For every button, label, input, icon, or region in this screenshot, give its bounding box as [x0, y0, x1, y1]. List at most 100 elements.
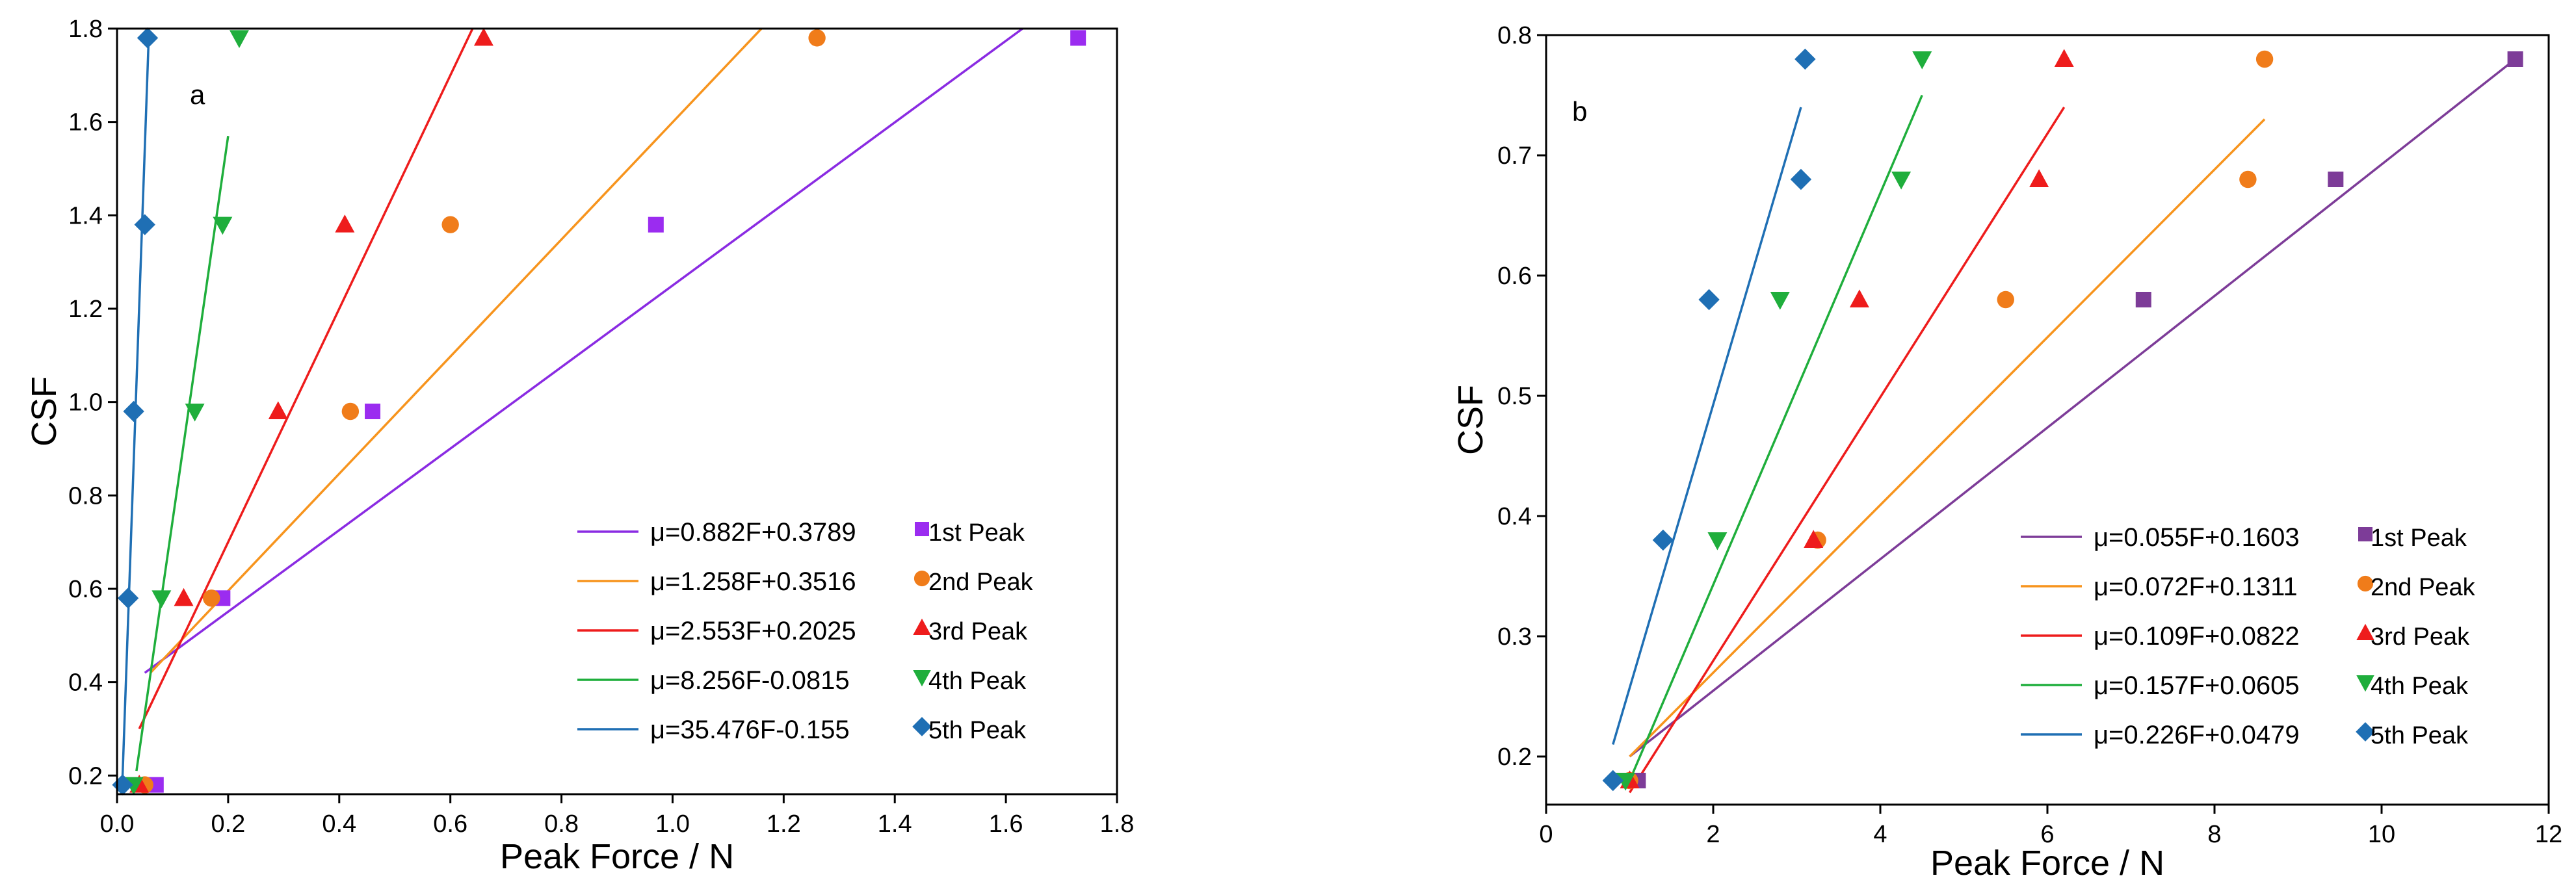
data-point-series-2 — [1997, 291, 2014, 309]
plot-frame — [116, 27, 1118, 796]
x-tick-label: 0.4 — [322, 810, 356, 838]
data-point-series-5 — [1602, 770, 1623, 792]
data-point-series-3 — [268, 401, 288, 419]
legend-equation: μ=2.553F+0.2025 — [650, 617, 856, 645]
legend-marker — [2357, 575, 2374, 592]
data-point-series-4 — [185, 404, 205, 422]
y-tick-label: 1.4 — [68, 202, 103, 229]
legend-equation: μ=0.226F+0.0479 — [2094, 721, 2300, 749]
x-tick-label: 1.2 — [767, 810, 801, 838]
data-point-series-4 — [1912, 51, 1932, 70]
x-tick-label: 0 — [1539, 821, 1553, 848]
data-point-series-2 — [203, 589, 220, 607]
legend-equation: μ=35.476F-0.155 — [650, 716, 850, 744]
x-tick-label: 1.8 — [1100, 810, 1135, 838]
legend-series-name: 2nd Peak — [2371, 574, 2476, 601]
data-point-series-2 — [808, 29, 826, 47]
data-point-series-3 — [1804, 530, 1824, 548]
legend-series-name: 1st Peak — [928, 519, 1025, 547]
data-point-series-2 — [2239, 170, 2257, 188]
legend-marker — [913, 570, 930, 587]
y-tick-label: 0.6 — [68, 576, 103, 603]
legend-marker — [2356, 675, 2374, 692]
legend-series-name: 5th Peak — [928, 717, 1027, 744]
y-tick-label: 0.4 — [68, 669, 103, 697]
legend-marker — [913, 670, 931, 687]
legend-marker — [913, 618, 931, 635]
x-tick-label: 8 — [2207, 821, 2221, 848]
data-point-series-5 — [1698, 289, 1720, 311]
y-tick-label: 1.2 — [68, 296, 103, 323]
y-tick-label: 0.4 — [1497, 503, 1532, 530]
y-tick-label: 1.8 — [68, 16, 103, 43]
y-tick-label: 1.6 — [68, 109, 103, 136]
fit-line-3 — [138, 28, 474, 730]
data-point-series-4 — [229, 30, 249, 48]
data-point-series-5 — [1794, 48, 1816, 70]
data-point-series-5 — [1790, 168, 1812, 190]
x-tick-label: 0.0 — [100, 810, 135, 838]
legend-equation: μ=0.072F+0.1311 — [2094, 573, 2298, 601]
legend-equation: μ=0.055F+0.1603 — [2094, 523, 2300, 552]
legend-marker — [912, 717, 932, 736]
legend-marker — [2356, 722, 2375, 742]
x-tick-label: 0.6 — [433, 810, 467, 838]
legend-series-name: 4th Peak — [928, 667, 1027, 695]
x-tick-label: 1.4 — [878, 810, 912, 838]
legend-series-name: 5th Peak — [2371, 722, 2469, 749]
legend-equation: μ=0.109F+0.0822 — [2094, 622, 2300, 651]
x-axis-label: Peak Force / N — [1930, 844, 2164, 883]
data-point-series-1 — [2328, 172, 2344, 187]
fit-line-4 — [135, 135, 230, 771]
data-point-series-4 — [1891, 172, 1912, 190]
legend-series-name: 2nd Peak — [928, 569, 1034, 596]
y-tick-label: 0.8 — [1497, 22, 1532, 49]
data-point-series-5 — [1652, 529, 1674, 551]
fit-line-4 — [1628, 94, 1923, 781]
x-tick-label: 0.2 — [211, 810, 245, 838]
chart-panel-b: 0 2 4 6 8 10 12 0.2 0.3 0.4 0.5 0.6 0.7 0.8 Peak Force… — [1451, 22, 2562, 883]
data-point-series-1 — [2135, 292, 2151, 307]
fit-line-3 — [1629, 107, 2066, 794]
data-point-series-4 — [1616, 773, 1636, 791]
legend-series-name: 3rd Peak — [928, 618, 1028, 645]
y-tick-label: 0.7 — [1497, 142, 1532, 170]
data-point-series-3 — [473, 27, 493, 46]
y-axis-label: CSF — [25, 376, 64, 447]
data-point-series-3 — [2029, 169, 2049, 187]
data-point-series-3 — [1849, 289, 1869, 307]
y-tick-label: 0.3 — [1497, 623, 1532, 651]
chart-panel-a: 0.0 0.2 0.4 0.6 0.8 1.0 1.2 1.4 1.6 1.8 0.2 0.4 0.6 0… — [25, 16, 1134, 876]
data-point-series-3 — [335, 214, 355, 233]
y-tick-label: 0.2 — [68, 762, 103, 790]
fit-line-5 — [1612, 107, 1802, 745]
x-tick-label: 2 — [1706, 821, 1720, 848]
y-tick-label: 1.0 — [68, 389, 103, 417]
legend-series-name: 1st Peak — [2371, 524, 2467, 552]
data-point-series-4 — [1707, 532, 1728, 550]
x-tick-label: 4 — [1873, 821, 1887, 848]
legend-series-name: 3rd Peak — [2371, 623, 2470, 651]
x-tick-label: 10 — [2368, 821, 2395, 848]
data-point-series-4 — [1770, 292, 1790, 310]
y-tick-label: 0.8 — [68, 482, 103, 510]
panel-letter: a — [190, 79, 205, 110]
data-point-series-5 — [137, 27, 159, 49]
y-tick-label: 0.6 — [1497, 263, 1532, 290]
data-point-series-4 — [151, 590, 172, 608]
legend-equation: μ=0.882F+0.3789 — [650, 518, 856, 547]
y-tick-label: 0.5 — [1497, 383, 1532, 410]
data-point-series-5 — [117, 588, 139, 609]
data-point-series-1 — [365, 404, 381, 419]
x-tick-label: 1.6 — [989, 810, 1023, 838]
panel-letter: b — [1572, 96, 1587, 127]
legend-series-name: 4th Peak — [2371, 673, 2469, 700]
fit-line-2 — [149, 27, 763, 674]
legend-equation: μ=0.157F+0.0605 — [2094, 671, 2300, 700]
fit-line-2 — [1629, 118, 2266, 758]
y-tick-label: 0.2 — [1497, 744, 1532, 771]
data-point-series-3 — [174, 588, 194, 606]
legend-marker — [915, 522, 929, 536]
data-point-series-5 — [123, 400, 144, 422]
